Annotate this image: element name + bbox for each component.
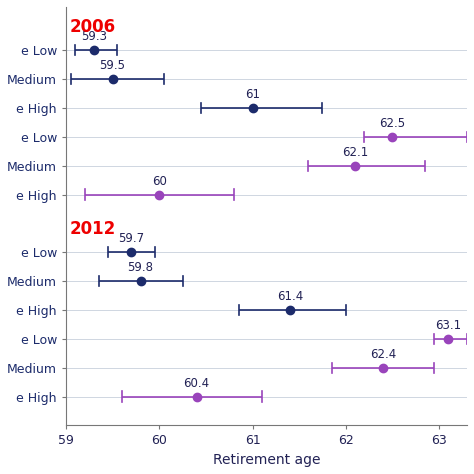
Text: 59.7: 59.7 [118, 232, 144, 246]
Text: 61: 61 [245, 88, 260, 101]
X-axis label: Retirement age: Retirement age [213, 453, 320, 467]
Text: 63.1: 63.1 [435, 319, 462, 332]
Text: 59.8: 59.8 [128, 261, 154, 274]
Text: 59.5: 59.5 [100, 59, 126, 72]
Text: 61.4: 61.4 [277, 290, 303, 303]
Text: 2006: 2006 [70, 18, 116, 36]
Text: 59.3: 59.3 [81, 30, 107, 43]
Text: 62.5: 62.5 [379, 117, 405, 130]
Text: 62.1: 62.1 [342, 146, 368, 159]
Text: 60: 60 [152, 174, 167, 188]
Text: 60.4: 60.4 [183, 377, 210, 390]
Text: 62.4: 62.4 [370, 348, 396, 361]
Text: 2012: 2012 [70, 220, 116, 238]
